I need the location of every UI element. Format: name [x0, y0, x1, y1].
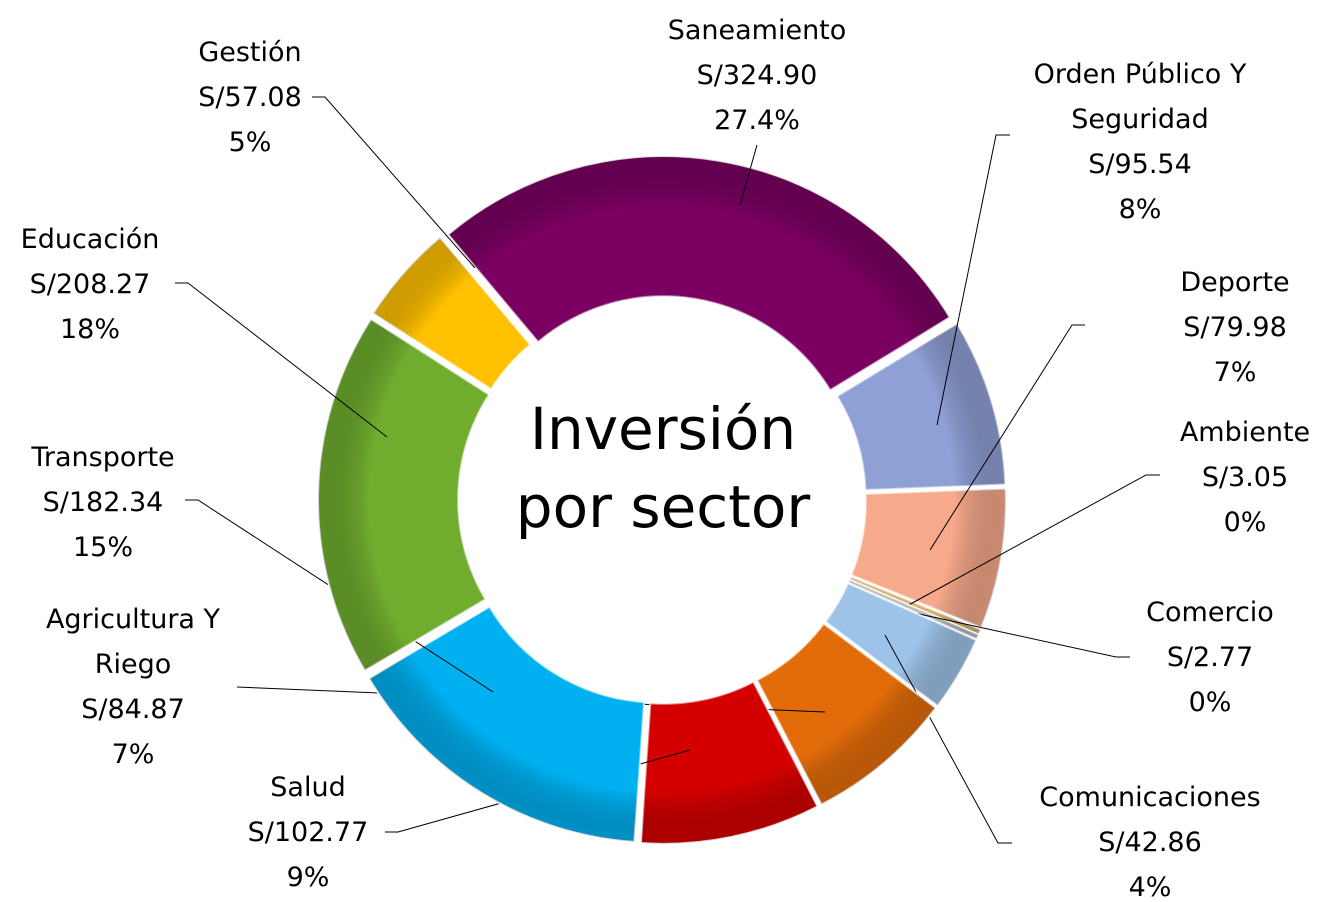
slice-shade: [448, 156, 950, 390]
slice-shade: [373, 237, 530, 389]
slice-shade: [848, 579, 979, 640]
category-label: Deporte: [1180, 267, 1290, 298]
chart-title: Inversión por sector: [515, 395, 811, 541]
leader-line: [175, 282, 388, 438]
slice-shade: [757, 623, 936, 805]
data-label: Salud S/102.77 9%: [208, 765, 408, 900]
percent-label: 27.4%: [714, 105, 800, 136]
leader-line: [929, 324, 1085, 551]
value-label: S/95.54: [1088, 149, 1192, 180]
data-label: Gestión S/57.08 5%: [150, 30, 350, 165]
category-label: Educación: [20, 224, 160, 255]
data-label: Comunicaciones S/42.86 4%: [1000, 775, 1300, 902]
slice-shade: [837, 323, 1006, 490]
percent-label: 18%: [59, 314, 120, 345]
percent-label: 5%: [228, 127, 272, 158]
value-label: S/182.34: [42, 487, 164, 518]
slice-shade: [851, 488, 1006, 628]
category-label: Transporte: [31, 442, 175, 473]
percent-label: 9%: [286, 862, 330, 893]
category-label: Ambiente: [1179, 417, 1311, 448]
category-label: Salud: [270, 772, 346, 803]
value-label: S/42.86: [1098, 827, 1202, 858]
percent-label: 7%: [1213, 357, 1257, 388]
leader-line: [739, 144, 758, 206]
slice-shade: [369, 607, 644, 842]
slice-shade: [825, 583, 977, 706]
leader-line: [312, 96, 476, 269]
value-label: S/57.08: [198, 82, 302, 113]
leader-line: [904, 474, 1160, 608]
leader-line: [909, 611, 1130, 658]
value-label: S/84.87: [81, 694, 185, 725]
value-label: S/102.77: [247, 817, 369, 848]
data-label: Transporte S/182.34 15%: [3, 435, 203, 570]
data-label: Educación S/208.27 18%: [0, 217, 190, 352]
category-label: Comercio: [1146, 597, 1274, 628]
category-label: Gestión: [198, 37, 302, 68]
category-label: Saneamiento: [667, 15, 847, 46]
value-label: S/324.90: [696, 60, 818, 91]
percent-label: 0%: [1188, 687, 1232, 718]
value-label: S/208.27: [29, 269, 151, 300]
data-label: Saneamiento S/324.90 27.4%: [627, 8, 887, 143]
category-label: Comunicaciones: [1039, 782, 1261, 813]
data-label: Deporte S/79.98 7%: [1135, 260, 1324, 395]
data-label: Ambiente S/3.05 0%: [1145, 410, 1324, 545]
data-label: Comercio S/2.77 0%: [1110, 590, 1310, 725]
value-label: S/79.98: [1183, 312, 1287, 343]
leader-line: [936, 134, 1010, 426]
percent-label: 0%: [1223, 507, 1267, 538]
category-label: Orden Público Y Seguridad: [1033, 59, 1247, 135]
value-label: S/3.05: [1201, 462, 1289, 493]
data-label: Agricultura Y Riego S/84.87 7%: [23, 597, 243, 777]
slice-shade: [640, 682, 818, 844]
percent-label: 4%: [1128, 872, 1172, 902]
percent-label: 8%: [1118, 194, 1162, 225]
data-label: Orden Público Y Seguridad S/95.54 8%: [1005, 52, 1275, 232]
percent-label: 7%: [111, 739, 155, 770]
percent-label: 15%: [72, 532, 133, 563]
slice-shade: [318, 319, 489, 671]
value-label: S/2.77: [1166, 642, 1254, 673]
category-label: Agricultura Y Riego: [45, 604, 221, 680]
